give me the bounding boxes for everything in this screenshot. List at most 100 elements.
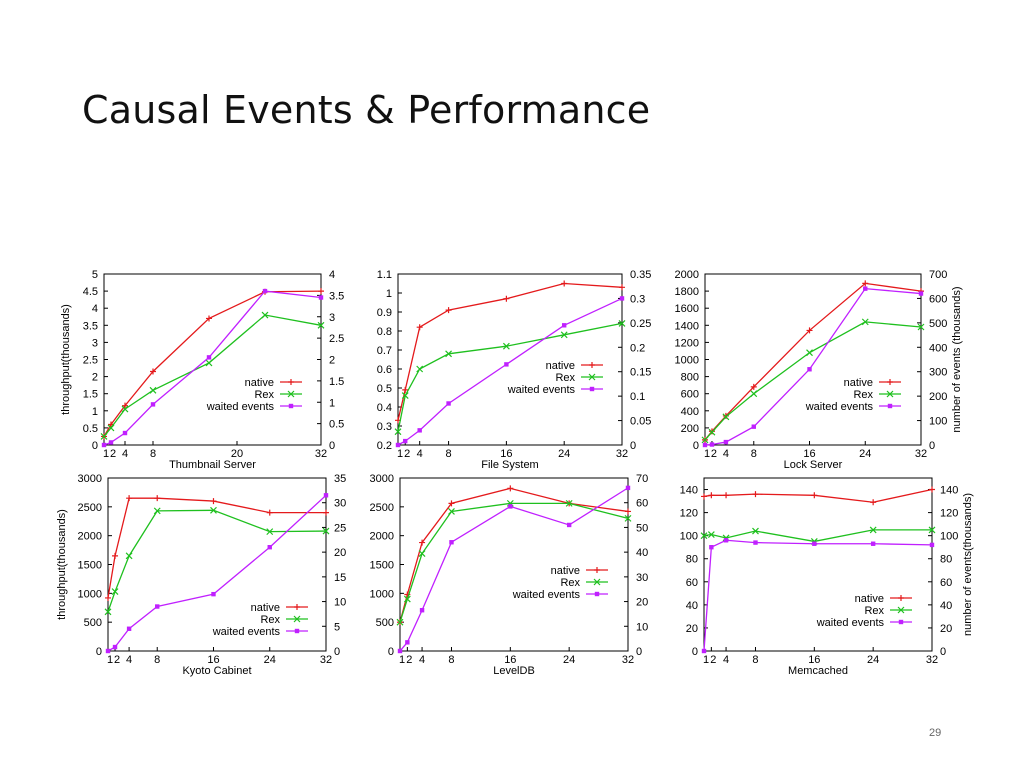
data-point [700, 532, 708, 540]
data-point [122, 402, 128, 409]
data-point [445, 307, 452, 314]
series-rex [700, 526, 936, 545]
slide-title: Causal Events & Performance [82, 88, 651, 132]
data-point [701, 648, 707, 654]
y-tick-label-left: 0.8 [377, 326, 392, 338]
legend-marker [288, 379, 294, 385]
legend-label: native [245, 377, 274, 389]
y-tick-label-left: 1800 [675, 286, 699, 298]
data-point [318, 295, 324, 300]
y-tick-label-right: 60 [940, 577, 952, 589]
y-tick-label-left: 3000 [78, 473, 102, 485]
data-point [395, 442, 401, 448]
legend-marker [887, 403, 893, 409]
data-point [105, 648, 111, 654]
x-tick-label: 8 [150, 448, 156, 460]
data-point [261, 311, 269, 319]
y-tick-label-left: 0.7 [377, 345, 392, 357]
data-point [508, 504, 513, 509]
y-tick-label-right: 40 [636, 547, 648, 559]
data-point [806, 349, 813, 357]
data-point [917, 323, 925, 331]
y-tick-label-left: 0.5 [377, 383, 392, 395]
y-tick-label-right: 20 [636, 597, 648, 609]
series-line [704, 287, 922, 446]
series-native [101, 288, 324, 440]
data-point [619, 284, 625, 291]
y-tick-label-left: 800 [681, 372, 699, 384]
series-waited [101, 288, 324, 448]
y-tick-label-left: 600 [681, 389, 699, 401]
y-tick-label-right: 0.15 [630, 367, 651, 379]
y-tick-label-right: 20 [940, 623, 952, 635]
data-point [618, 319, 626, 327]
x-tick-label: 4 [419, 654, 425, 666]
x-tick-label: 32 [616, 448, 628, 460]
legend-label: Rex [560, 577, 580, 589]
data-point [707, 531, 715, 538]
x-tick-label: 32 [622, 654, 634, 666]
data-point [929, 486, 935, 493]
plot-frame [397, 273, 623, 446]
y-axis-label-right: number of events(thousands) [962, 493, 974, 636]
y-tick-label-right: 1.5 [329, 376, 344, 388]
data-point [401, 392, 409, 400]
y-tick-label-left: 2500 [370, 502, 394, 514]
y-tick-label-left: 0 [693, 440, 699, 452]
data-point [322, 527, 330, 535]
series-waited [395, 296, 625, 448]
y-tick-label-left: 0 [96, 646, 102, 658]
x-tick-label: 8 [154, 654, 160, 666]
legend-label: native [844, 377, 873, 389]
y-tick-label-left: 140 [680, 485, 698, 497]
data-point [503, 295, 510, 302]
x-tick-label: 16 [207, 654, 219, 666]
data-point [625, 508, 631, 515]
data-point [560, 331, 568, 339]
y-tick-label-right: 0 [929, 440, 935, 452]
data-point [624, 514, 632, 522]
y-tick-label-right: 0.5 [329, 419, 344, 431]
x-tick-label: 24 [859, 448, 871, 460]
y-tick-label-left: 4.5 [83, 286, 98, 298]
x-tick-label: 1 [703, 654, 709, 666]
data-point [121, 405, 129, 413]
data-point [806, 327, 813, 334]
data-point [448, 508, 455, 515]
y-tick-label-right: 10 [636, 621, 648, 633]
x-tick-label: 32 [915, 448, 927, 460]
y-tick-label-left: 400 [681, 406, 699, 418]
series-native [701, 486, 935, 506]
data-point [394, 428, 402, 436]
chart-title: Lock Server [784, 459, 843, 471]
y-tick-label-right: 300 [929, 367, 947, 379]
y-tick-label-right: 60 [636, 498, 648, 510]
data-point [811, 492, 818, 499]
series-line [107, 497, 326, 599]
data-point [396, 618, 404, 626]
y-tick-label-left: 1 [92, 406, 98, 418]
legend-label: Rex [555, 372, 575, 384]
legend-label: Rex [864, 605, 884, 617]
data-point [107, 424, 115, 432]
data-point [416, 365, 424, 373]
data-point [561, 323, 567, 328]
x-tick-label: 4 [122, 448, 128, 460]
y-tick-label-left: 100 [680, 531, 698, 543]
data-point [863, 286, 868, 291]
y-tick-label-left: 1600 [675, 303, 699, 315]
data-point [870, 499, 877, 506]
y-tick-label-right: 30 [334, 498, 346, 510]
y-tick-label-right: 0.2 [630, 342, 645, 354]
y-tick-label-right: 80 [940, 554, 952, 566]
y-tick-label-left: 0.5 [83, 423, 98, 435]
data-point [417, 428, 422, 433]
y-tick-label-right: 0 [636, 646, 642, 658]
x-tick-label: 32 [315, 448, 327, 460]
series-waited [701, 538, 935, 654]
y-tick-label-left: 1.1 [377, 269, 392, 281]
